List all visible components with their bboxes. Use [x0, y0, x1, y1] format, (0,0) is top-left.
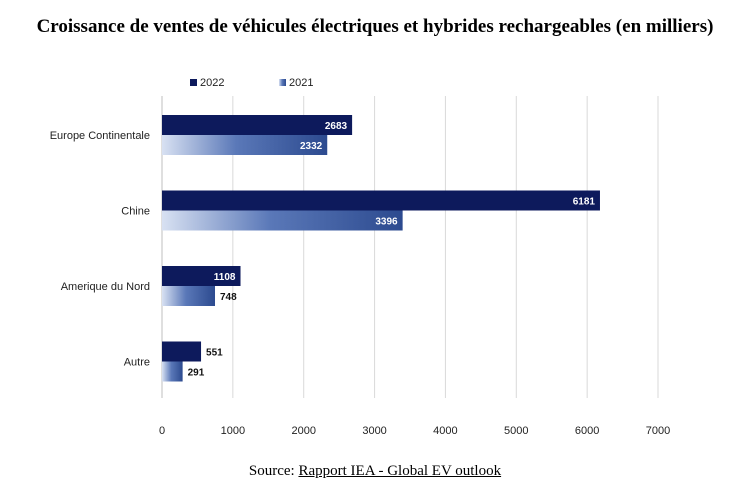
x-tick-label: 4000	[433, 425, 457, 437]
gridlines	[161, 96, 659, 398]
x-tick-label: 2000	[291, 425, 315, 437]
category-label: Amerique du Nord	[61, 281, 150, 293]
bar-2022	[162, 115, 353, 135]
source-note: Source: Rapport IEA - Global EV outlook	[0, 463, 750, 480]
data-label-2021: 2332	[300, 141, 323, 152]
bar-2021	[162, 210, 403, 231]
category-labels: Europe Continentale Chine Amerique du Nord…	[50, 130, 150, 369]
data-label-2021: 3396	[375, 217, 398, 228]
category-label: Chine	[121, 206, 150, 218]
data-label-2021: 748	[220, 292, 237, 303]
data-label-2022: 551	[206, 348, 223, 359]
bar-2021	[162, 135, 328, 155]
x-tick-label: 3000	[362, 425, 386, 437]
x-tick-label: 1000	[221, 425, 245, 437]
data-label-2022: 2683	[325, 121, 348, 132]
bar-2022	[162, 341, 202, 362]
data-label-2022: 1108	[214, 272, 236, 283]
legend: 2022 2021	[190, 77, 313, 89]
bars	[162, 115, 600, 382]
source-prefix: Source:	[248, 463, 299, 479]
legend-label: 2022	[200, 77, 224, 89]
data-label-2021: 291	[188, 368, 205, 379]
data-label-2022: 6181	[573, 197, 596, 208]
bar-2022	[162, 190, 600, 211]
category-label: Europe Continentale	[50, 130, 150, 142]
legend-swatch	[279, 79, 286, 86]
legend-swatch	[190, 79, 197, 86]
category-label: Autre	[124, 357, 150, 369]
source-link[interactable]: Rapport IEA - Global EV outlook	[298, 463, 502, 479]
chart-title: Croissance de ventes de véhicules électr…	[36, 16, 714, 37]
bar-2022	[162, 266, 241, 286]
x-tick-label: 7000	[646, 425, 670, 437]
x-tick-label: 5000	[504, 425, 528, 437]
x-tick-label: 0	[159, 425, 165, 437]
bar-2021	[162, 361, 183, 382]
x-axis-ticks: 0 1000 2000 3000 4000 5000 6000 7000	[159, 425, 670, 437]
bar-2021	[162, 286, 216, 306]
legend-label: 2021	[289, 77, 313, 89]
x-tick-label: 6000	[575, 425, 599, 437]
